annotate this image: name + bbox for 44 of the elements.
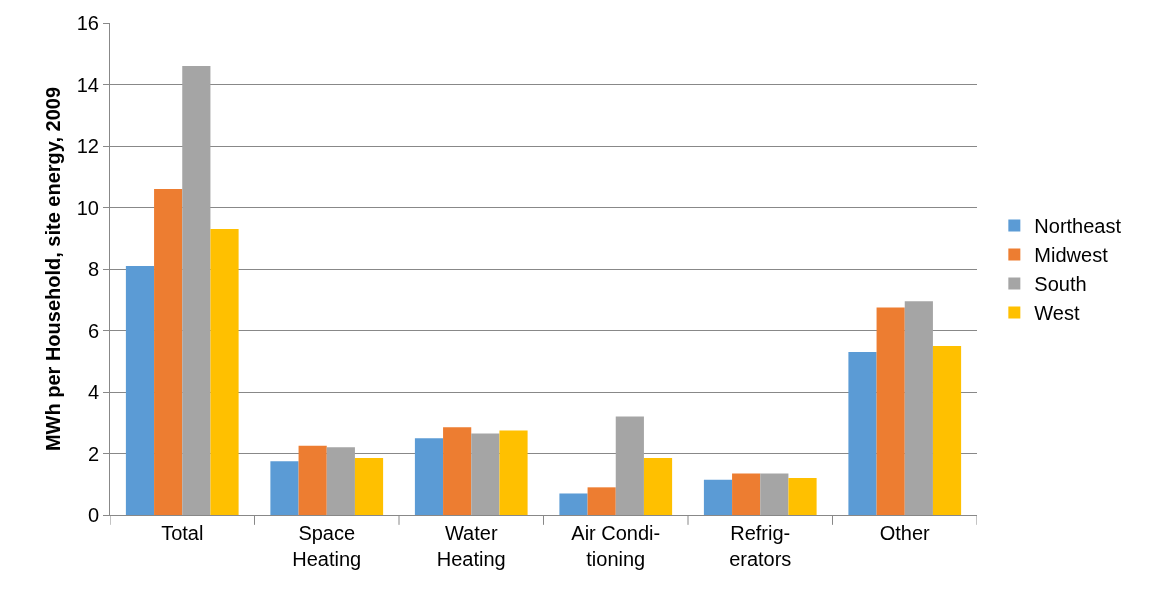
bar — [732, 473, 761, 515]
y-tick-label: 10 — [76, 196, 99, 219]
y-tick-label: 6 — [87, 319, 99, 342]
bar — [587, 487, 616, 515]
bar — [760, 473, 789, 515]
y-tick-label: 16 — [76, 12, 99, 34]
y-tick-label: 8 — [87, 258, 99, 280]
x-tick-label: Air Condi- tioning — [571, 522, 661, 570]
y-tick-label: 12 — [76, 135, 99, 157]
bar — [499, 430, 528, 515]
bar — [154, 189, 183, 515]
bar — [414, 438, 444, 515]
bar — [615, 416, 644, 515]
bar — [848, 352, 877, 515]
legend-label: South — [1034, 273, 1087, 296]
bar — [643, 458, 673, 515]
bar — [326, 447, 355, 515]
bar — [182, 66, 211, 515]
bar — [932, 345, 962, 515]
bar — [210, 229, 239, 515]
legend-label: Midwest — [1034, 244, 1109, 267]
bar — [559, 493, 588, 515]
bar — [904, 301, 933, 515]
bar — [876, 307, 905, 515]
bar — [471, 433, 500, 515]
x-tick-label: Other — [879, 522, 931, 544]
bar — [443, 427, 472, 515]
y-tick-label: 0 — [87, 504, 99, 526]
x-tick-label: Water Heating — [436, 522, 506, 570]
y-tick-label: 4 — [87, 381, 99, 403]
x-tick-label: Refrig- erators — [729, 522, 792, 570]
bar — [270, 461, 299, 515]
legend-label: Northeast — [1034, 215, 1122, 238]
legend-label: West — [1034, 302, 1080, 325]
bar — [125, 265, 155, 515]
x-tick-label: Space Heating — [292, 522, 362, 570]
x-tick-label: Total — [161, 522, 204, 544]
bar — [354, 458, 384, 515]
bar — [703, 479, 733, 515]
y-tick-label: 2 — [87, 442, 99, 465]
y-tick-label: 14 — [76, 73, 99, 96]
bar — [298, 445, 327, 515]
bar — [788, 478, 817, 515]
y-axis-title: MWh per Household, site energy, 2009 — [42, 86, 64, 452]
